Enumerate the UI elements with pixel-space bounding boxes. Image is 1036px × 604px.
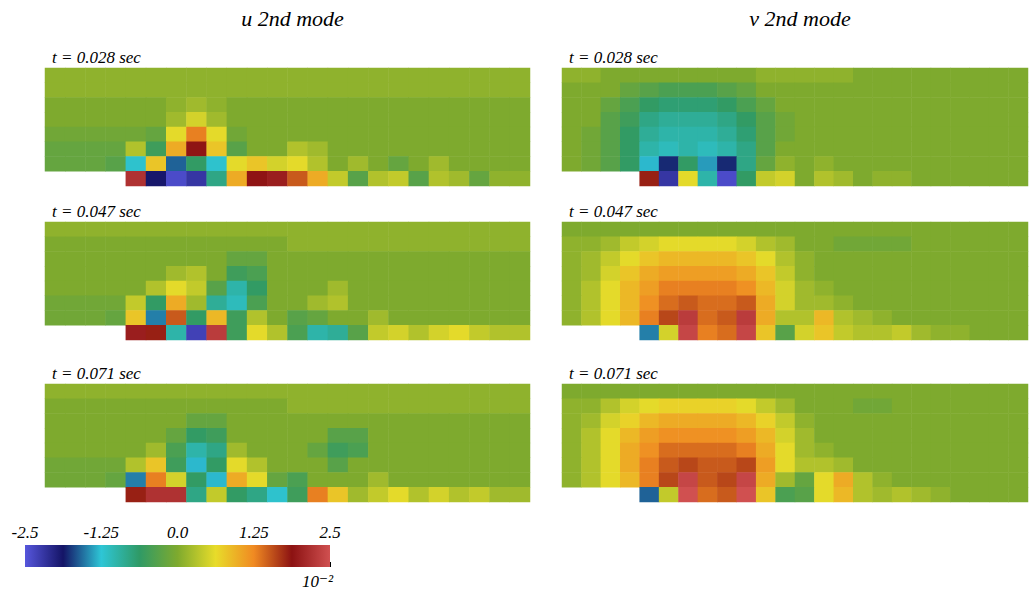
svg-text:t = 0.028 sec: t = 0.028 sec (569, 48, 658, 67)
svg-text:t = 0.071 sec: t = 0.071 sec (52, 364, 141, 383)
svg-text:u 2nd mode: u 2nd mode (241, 6, 344, 31)
svg-text:1.25: 1.25 (239, 523, 269, 542)
svg-text:t = 0.028 sec: t = 0.028 sec (52, 48, 141, 67)
svg-text:v 2nd mode: v 2nd mode (749, 6, 851, 31)
svg-text:t = 0.047 sec: t = 0.047 sec (569, 202, 658, 221)
svg-text:-2.5: -2.5 (12, 523, 39, 542)
svg-text:t = 0.047 sec: t = 0.047 sec (52, 202, 141, 221)
svg-text:10⁻²: 10⁻² (302, 572, 334, 591)
svg-text:2.5: 2.5 (319, 523, 340, 542)
svg-text:-1.25: -1.25 (84, 523, 119, 542)
svg-text:0.0: 0.0 (167, 523, 189, 542)
svg-text:t = 0.071 sec: t = 0.071 sec (569, 364, 658, 383)
